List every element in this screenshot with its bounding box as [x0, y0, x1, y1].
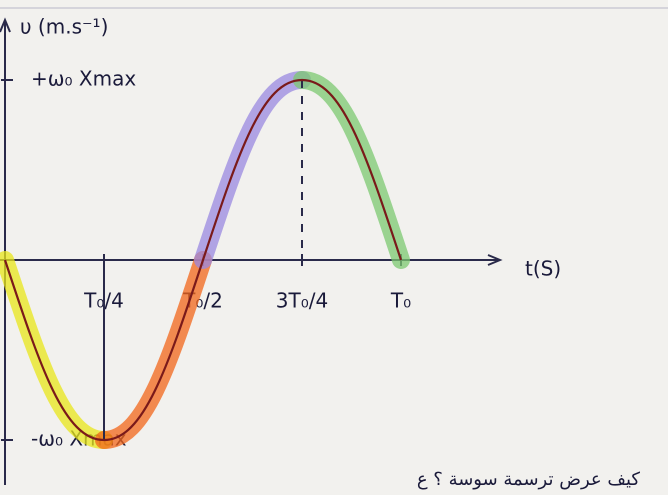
x-axis-label: t(S): [525, 257, 561, 281]
y-axis-label: υ (m.s⁻¹): [20, 15, 108, 39]
footer-text: كيف عرض ترسمة سوسة ؟ ع: [417, 469, 641, 490]
chart: υ (m.s⁻¹) t(S) كيف عرض ترسمة سوسة ؟ ع +ω…: [0, 0, 668, 495]
x-tick-label: 3T₀/4: [276, 289, 328, 313]
x-tick-label: T₀: [390, 289, 411, 313]
y-tick-label: +ω₀ Xmax: [31, 67, 136, 91]
